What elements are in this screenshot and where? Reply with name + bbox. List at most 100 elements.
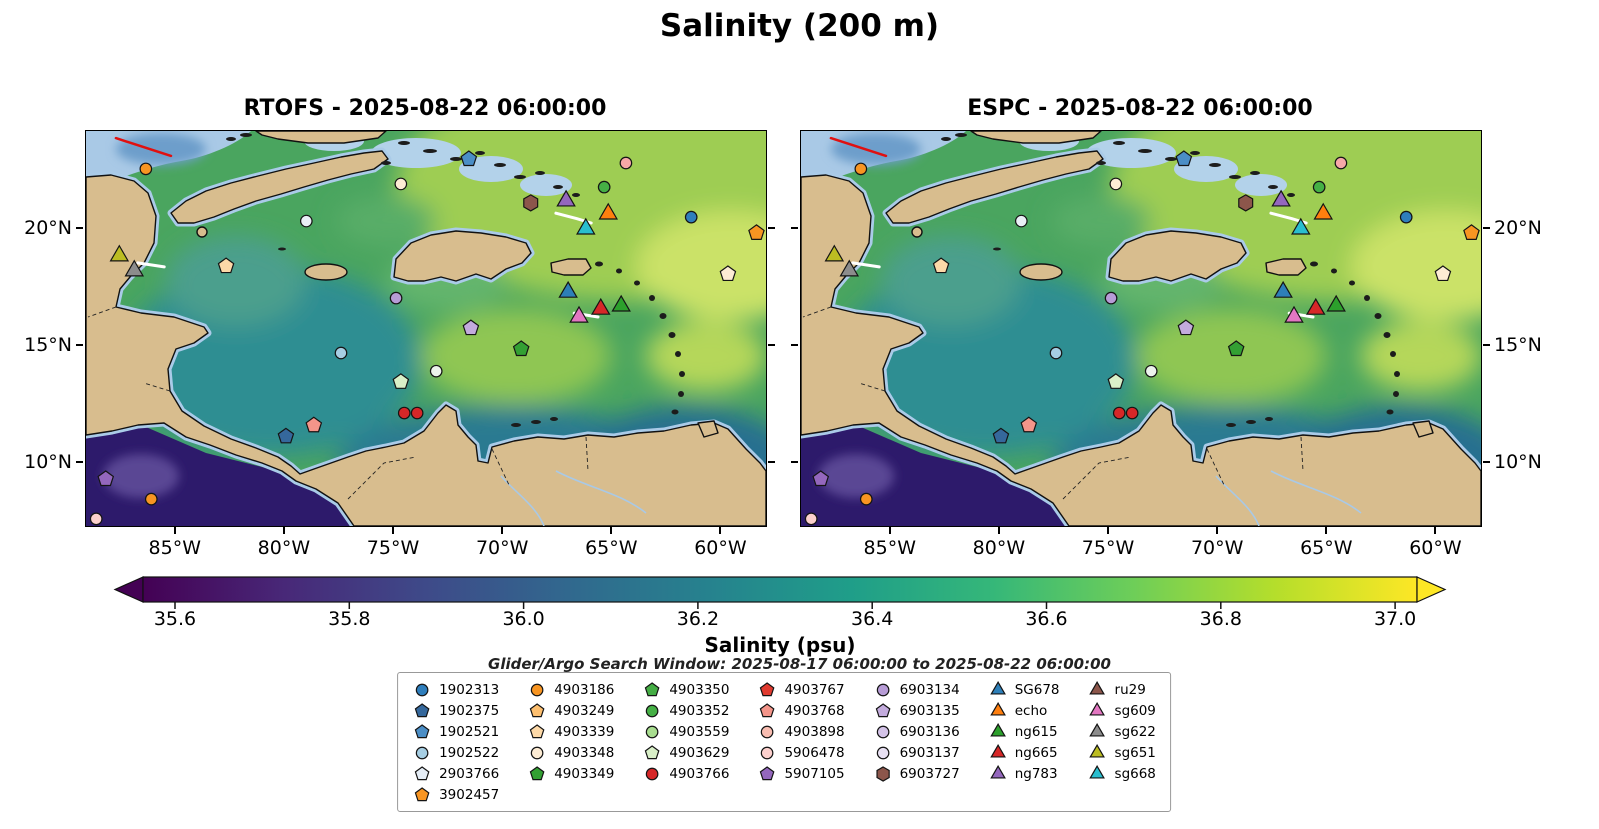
x-tick-label: 80°W [257, 537, 311, 559]
legend-item-label: SG678 [1014, 681, 1060, 698]
platform-marker-circle [804, 512, 818, 526]
legend-item: 6903727 [873, 764, 960, 783]
x-tick-mark [610, 527, 613, 534]
pentagon-marker-icon [414, 765, 430, 780]
pentagon-marker-icon [414, 786, 430, 801]
legend-item-label: ru29 [1114, 681, 1146, 698]
platform-marker-triangle [569, 305, 589, 323]
platform-marker-circle [389, 291, 403, 305]
pentagon-marker-icon [414, 702, 430, 717]
platform-marker-triangle [1284, 305, 1304, 323]
pentagon-marker-icon [529, 765, 545, 780]
legend-item: 5907105 [757, 764, 845, 783]
platform-marker-pentagon [1177, 319, 1195, 336]
legend-item: sg622 [1088, 722, 1156, 741]
platform-marker-circle [854, 162, 868, 176]
circle-marker-icon [415, 683, 429, 696]
legend-item: 1902313 [412, 680, 499, 699]
legend-column: 4903767 4903768 4903898 5906478 5907105 [757, 680, 845, 804]
platform-marker-circle [597, 180, 611, 194]
legend-item: ng615 [988, 722, 1060, 741]
colorbar-tick-label: 35.8 [328, 608, 371, 630]
x-tick-label: 70°W [1190, 537, 1244, 559]
legend-item-label: 3902457 [439, 786, 500, 803]
circle-marker-icon [530, 746, 544, 759]
platform-marker-circle [1144, 364, 1158, 378]
pentagon-marker-icon [644, 744, 660, 759]
platform-marker-pentagon [1107, 373, 1125, 389]
legend-item: sg609 [1088, 701, 1156, 720]
legend-item: 6903136 [873, 722, 960, 741]
legend-item-label: 4903249 [554, 702, 615, 719]
platform-marker-triangle [1271, 189, 1291, 207]
legend-item-label: ng783 [1014, 765, 1058, 782]
colorbar-tick-label: 37.0 [1373, 608, 1417, 630]
colorbar-tick-label: 36.4 [851, 608, 894, 630]
platform-marker-triangle [1273, 280, 1293, 298]
legend-item: 4903186 [527, 680, 614, 699]
platform-marker-pentagon [217, 257, 235, 274]
triangle-marker-icon [1089, 701, 1106, 716]
circle-marker-icon [876, 683, 889, 696]
legend-item-label: 4903768 [784, 702, 845, 719]
legend-item: 1902375 [412, 701, 499, 720]
legend-column: 4903186 4903249 4903339 4903348 4903349 [527, 680, 614, 804]
colorbar-label: Salinity (psu) [704, 633, 856, 657]
triangle-marker-icon [989, 722, 1006, 737]
x-tick-label: 60°W [694, 537, 747, 559]
platform-marker-triangle [1305, 297, 1326, 315]
legend-item-label: 4903352 [669, 702, 730, 719]
platform-marker-hexagon [1238, 194, 1254, 212]
platform-marker-circle [334, 346, 348, 360]
legend-column: SG678 echo ng615 ng665 ng783 [988, 680, 1060, 804]
platform-track-line [136, 261, 166, 269]
panel-title-rtofs: RTOFS - 2025-08-22 06:00:00 [243, 96, 607, 121]
x-tick-mark [501, 527, 504, 534]
legend-column: 1902313 1902375 1902521 1902522 2903766 39024… [412, 680, 499, 804]
platform-marker-pentagon [512, 340, 530, 357]
x-tick-mark [1216, 527, 1219, 534]
y-tick-mark [1483, 344, 1490, 347]
platform-marker-pentagon [1463, 224, 1480, 240]
x-tick-mark [1434, 527, 1437, 534]
pentagon-marker-icon [529, 723, 545, 738]
platform-marker-circle [394, 177, 408, 191]
legend-item-label: 4903767 [784, 681, 845, 698]
pentagon-marker-icon [875, 702, 890, 717]
x-tick-label: 75°W [366, 537, 420, 559]
y-tick-label: 20°N [24, 216, 72, 239]
legend-item: 4903249 [527, 701, 614, 720]
circle-marker-icon [415, 746, 429, 759]
platform-marker-circle [144, 492, 158, 506]
platform-track-line [114, 136, 173, 158]
legend-item: 4903767 [757, 680, 845, 699]
triangle-marker-icon [989, 764, 1006, 779]
circle-marker-icon [646, 704, 659, 717]
legend-item-label: 4903348 [554, 744, 615, 761]
triangle-marker-icon [1089, 680, 1106, 695]
platform-marker-circle [1334, 156, 1348, 170]
platform-marker-triangle [556, 189, 576, 207]
circle-marker-icon [646, 725, 659, 738]
legend-column: ru29 sg609 sg622 sg651 sg668 [1088, 680, 1156, 804]
triangle-marker-icon [1089, 743, 1106, 758]
legend-item-label: sg622 [1114, 723, 1156, 740]
legend-item-label: 4903350 [669, 681, 730, 698]
y-tick-mark [768, 461, 775, 464]
platform-marker-triangle [124, 259, 145, 277]
legend-item: 4903339 [527, 722, 614, 741]
platform-marker-pentagon [932, 257, 950, 274]
platform-marker-circle [1125, 406, 1139, 420]
platform-marker-triangle [839, 259, 860, 277]
x-tick-label: 70°W [475, 537, 529, 559]
platform-marker-circle [89, 512, 103, 526]
legend-item-label: 6903134 [899, 681, 960, 698]
legend-item: 4903349 [527, 764, 614, 783]
y-tick-label: 15°N [1494, 334, 1542, 357]
legend-item-label: 6903136 [899, 723, 960, 740]
legend-item-label: ng665 [1014, 744, 1058, 761]
legend-item: 4903352 [642, 701, 729, 720]
x-tick-label: 60°W [1409, 537, 1462, 559]
platform-marker-pentagon [992, 427, 1010, 444]
platform-marker-pentagon [392, 373, 410, 389]
